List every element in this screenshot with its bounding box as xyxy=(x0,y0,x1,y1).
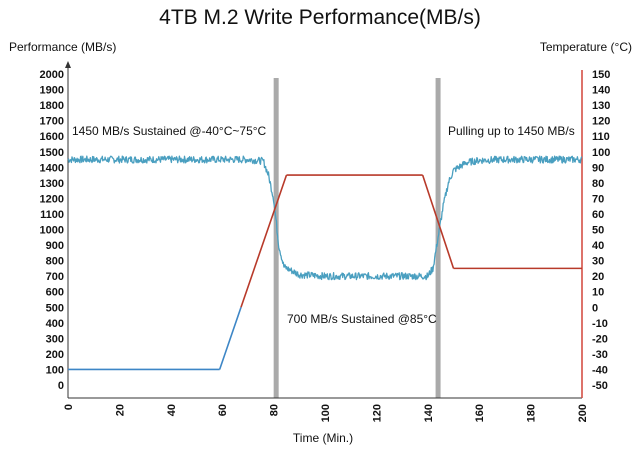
y-left-tick-500: 500 xyxy=(46,302,64,314)
x-tick-20: 20 xyxy=(114,404,126,416)
y-left-tick-1800: 1800 xyxy=(40,100,64,112)
y-right-tick--40: -40 xyxy=(592,364,608,376)
x-tick-160: 160 xyxy=(474,404,486,422)
x-tick-200: 200 xyxy=(577,404,589,422)
y-right-tick-30: 30 xyxy=(592,256,604,268)
y-left-tick-1900: 1900 xyxy=(40,85,64,97)
series-performance xyxy=(67,155,583,281)
y-left-tick-1000: 1000 xyxy=(40,225,64,237)
x-tick-120: 120 xyxy=(371,404,383,422)
x-tick-180: 180 xyxy=(526,404,538,422)
x-tick-140: 140 xyxy=(423,404,435,422)
y-right-tick--10: -10 xyxy=(592,318,608,330)
y-right-tick--50: -50 xyxy=(592,380,608,392)
y-left-tick-1600: 1600 xyxy=(40,131,64,143)
y-left-tick-1100: 1100 xyxy=(40,209,64,221)
y-left-tick-700: 700 xyxy=(46,271,64,283)
x-axis-title: Time (Min.) xyxy=(293,431,353,445)
y-right-tick-0: 0 xyxy=(592,302,598,314)
y-left-tick-2000: 2000 xyxy=(40,69,64,81)
marker-bar-0 xyxy=(273,78,279,398)
y-left-tick-200: 200 xyxy=(46,349,64,361)
y-right-tick-60: 60 xyxy=(592,209,604,221)
y-left-tick-300: 300 xyxy=(46,333,64,345)
y-left-tick-400: 400 xyxy=(46,318,64,330)
vertical-markers xyxy=(273,78,441,398)
y-left-tick-0: 0 xyxy=(58,380,64,392)
y-right-tick--30: -30 xyxy=(592,349,608,361)
y-right-tick-20: 20 xyxy=(592,271,604,283)
x-tick-60: 60 xyxy=(217,404,229,416)
y-right-tick-50: 50 xyxy=(592,225,604,237)
y-right-tick--20: -20 xyxy=(592,333,608,345)
y-right-tick-140: 140 xyxy=(592,85,610,97)
y-left-tick-1200: 1200 xyxy=(40,193,64,205)
y-right-tick-120: 120 xyxy=(592,116,610,128)
y-left-tick-900: 900 xyxy=(46,240,64,252)
y-right-tick-10: 10 xyxy=(592,287,604,299)
y-left-tick-800: 800 xyxy=(46,256,64,268)
y-left-axis-title: Performance (MB/s) xyxy=(9,40,116,54)
y-right-tick-70: 70 xyxy=(592,193,604,205)
y-left-tick-1300: 1300 xyxy=(40,178,64,190)
y-right-tick-110: 110 xyxy=(592,131,610,143)
y-right-tick-40: 40 xyxy=(592,240,604,252)
series-group xyxy=(67,155,583,371)
y-left-tick-1700: 1700 xyxy=(40,116,64,128)
y-right-tick-130: 130 xyxy=(592,100,610,112)
y-left-tick-1500: 1500 xyxy=(40,147,64,159)
y-right-ticks: -50 -40 -30 -20 -10 0 10 20 30 40 50 60 70 80 90 100 110… xyxy=(592,69,610,392)
x-tick-0: 0 xyxy=(63,404,75,410)
x-tick-80: 80 xyxy=(269,404,281,416)
x-ticks: 0 20 40 60 80 100 120 140 160 180 200 xyxy=(63,404,589,422)
y-right-axis-title: Temperature (°C) xyxy=(540,40,632,54)
y-left-tick-100: 100 xyxy=(46,364,64,376)
y-left-tick-1400: 1400 xyxy=(40,162,64,174)
y-right-tick-80: 80 xyxy=(592,178,604,190)
annotation-hot: 700 MB/s Sustained @85°C xyxy=(287,312,437,326)
axes xyxy=(65,61,583,399)
y-left-axis-arrow xyxy=(65,61,71,68)
series-temperature-seg-2a xyxy=(218,306,242,370)
y-right-tick-150: 150 xyxy=(592,69,610,81)
x-tick-100: 100 xyxy=(320,404,332,422)
annotation-cold: 1450 MB/s Sustained @-40°C~75°C xyxy=(72,124,267,138)
y-right-tick-100: 100 xyxy=(592,147,610,159)
y-left-ticks: 0 100 200 300 400 500 600 700 800 900 1000 1100 1200… xyxy=(40,69,64,392)
y-right-tick-90: 90 xyxy=(592,162,604,174)
series-temperature-seg-2b xyxy=(240,174,288,308)
annotation-recover: Pulling up to 1450 MB/s xyxy=(448,124,575,138)
series-temperature-seg-4 xyxy=(421,174,455,269)
chart-title: 4TB M.2 Write Performance(MB/s) xyxy=(159,6,481,29)
y-left-tick-600: 600 xyxy=(46,287,64,299)
x-tick-40: 40 xyxy=(166,404,178,416)
